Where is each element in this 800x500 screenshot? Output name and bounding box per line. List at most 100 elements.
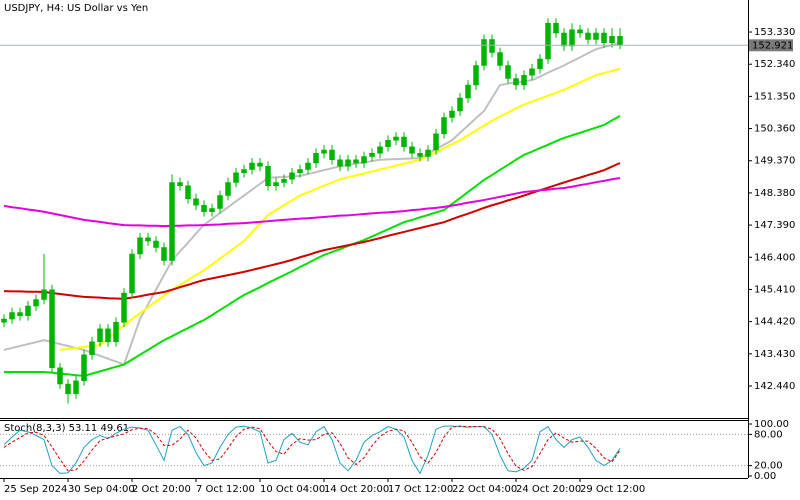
x-tick-label: 24 Oct 20:00 — [516, 484, 581, 495]
moving-average — [3, 162, 621, 300]
moving-average — [59, 67, 621, 351]
candle-body — [297, 169, 303, 174]
candle-body — [313, 153, 319, 164]
candle-body — [153, 240, 159, 248]
candle-body — [233, 172, 239, 183]
current-price-box — [749, 39, 793, 52]
candle-body — [97, 328, 103, 343]
current-price-label: 152.921 — [752, 40, 793, 51]
candle-body — [65, 383, 71, 395]
x-tick-label: 30 Sep 04:00 — [68, 484, 135, 495]
candle-body — [425, 149, 431, 157]
candle-body — [265, 166, 271, 187]
candle-body — [369, 153, 375, 157]
y-tick-label: 147.390 — [754, 220, 795, 231]
candle-body — [169, 182, 175, 261]
candle-body — [505, 65, 511, 79]
candle-body — [57, 367, 63, 385]
candle-body — [273, 182, 279, 187]
y-tick-label: 100.00 — [754, 419, 789, 430]
candle-body — [577, 29, 583, 34]
candle-body — [9, 312, 15, 320]
y-tick-label: 20.00 — [754, 461, 783, 472]
y-tick-label: 0.00 — [754, 471, 776, 482]
x-tick-label: 17 Oct 12:00 — [388, 484, 453, 495]
candle-body — [185, 185, 191, 200]
candle-body — [105, 328, 111, 343]
candle-body — [561, 32, 567, 47]
y-tick-label: 144.420 — [754, 317, 795, 328]
candle-body — [1, 318, 7, 323]
x-tick-label: 7 Oct 12:00 — [196, 484, 255, 495]
candle-body — [481, 39, 487, 66]
candle-body — [537, 58, 543, 69]
candle-body — [441, 117, 447, 135]
y-tick-label: 146.400 — [754, 252, 795, 263]
candle-body — [177, 182, 183, 187]
x-tick-label: 29 Oct 12:00 — [580, 484, 645, 495]
candle-body — [497, 52, 503, 66]
candle-body — [305, 162, 311, 170]
candle-body — [17, 312, 23, 317]
candle-body — [513, 78, 519, 86]
candle-body — [393, 136, 399, 141]
candle-body — [585, 32, 591, 40]
candle-body — [337, 159, 343, 167]
y-tick-label: 150.360 — [754, 124, 795, 135]
moving-average — [4, 115, 621, 377]
candle-body — [601, 32, 607, 43]
candle-body — [113, 322, 119, 343]
candle-body — [257, 162, 263, 167]
y-tick-label: 152.340 — [754, 59, 795, 70]
y-tick-label: 142.440 — [754, 381, 795, 392]
indicator-title: Stoch(8,3,3) 53.11 49.61 — [4, 423, 129, 434]
candle-body — [193, 198, 199, 206]
candle-body — [465, 84, 471, 99]
candle-body — [433, 133, 439, 151]
candle-body — [217, 195, 223, 209]
candle-body — [25, 305, 31, 317]
candle-body — [137, 237, 143, 255]
chart-title: USDJPY, H4: US Dollar vs Yen — [4, 3, 148, 14]
candle-body — [145, 237, 151, 242]
candle-body — [361, 156, 367, 164]
x-tick-label: 2 Oct 20:00 — [132, 484, 191, 495]
x-tick-label: 22 Oct 04:00 — [452, 484, 517, 495]
candle-body — [417, 153, 423, 157]
y-tick-label: 80.00 — [754, 429, 783, 440]
candle-body — [81, 354, 87, 382]
candle-body — [225, 182, 231, 196]
candle-body — [41, 289, 47, 300]
candle-body — [409, 146, 415, 154]
y-tick-label: 149.370 — [754, 156, 795, 167]
moving-average — [3, 176, 621, 228]
candle-body — [553, 22, 559, 34]
candle-body — [353, 159, 359, 164]
candle-body — [329, 149, 335, 161]
x-tick-label: 14 Oct 20:00 — [324, 484, 389, 495]
indicator-line — [3, 425, 621, 472]
candle-body — [401, 136, 407, 148]
y-tick-label: 143.430 — [754, 349, 795, 360]
candle-body — [345, 159, 351, 167]
y-tick-label: 148.380 — [754, 188, 795, 199]
candle-body — [529, 68, 535, 76]
candle-body — [457, 97, 463, 112]
candle-body — [49, 289, 55, 369]
y-tick-label: 145.410 — [754, 284, 795, 295]
candle-body — [545, 22, 551, 60]
candle-body — [209, 208, 215, 213]
candle-body — [321, 149, 327, 154]
candle-body — [385, 140, 391, 148]
candle-body — [521, 74, 527, 86]
candle-body — [289, 172, 295, 180]
candle-body — [617, 35, 623, 46]
candle-body — [201, 205, 207, 213]
candle-body — [377, 146, 383, 154]
candle-body — [449, 110, 455, 118]
candle-body — [569, 29, 575, 47]
candle-body — [241, 169, 247, 174]
